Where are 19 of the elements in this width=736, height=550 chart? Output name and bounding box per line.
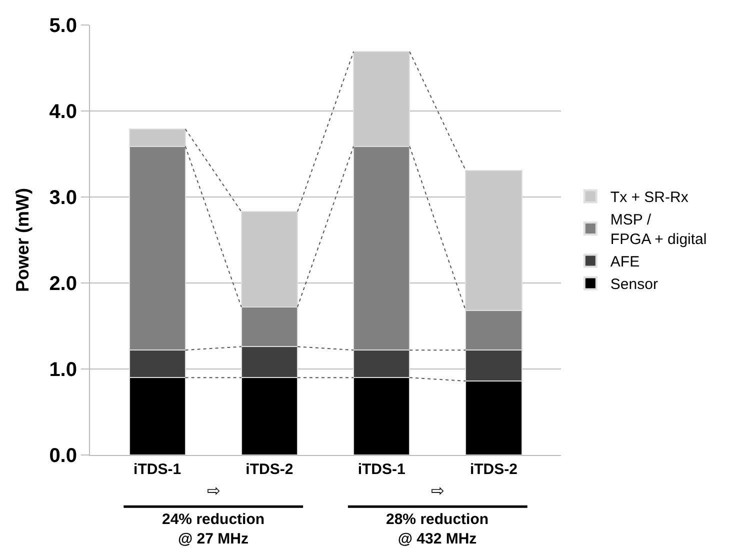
legend-label: MSP / FPGA + digital: [610, 212, 707, 248]
legend-label: AFE: [610, 254, 640, 271]
legend-label: Sensor: [610, 276, 658, 294]
y-tick-label: 3.0: [49, 187, 77, 209]
y-tick-label: 1.0: [49, 359, 77, 381]
x-tick-label: iTDS-1: [134, 461, 182, 478]
y-tick-label: 0.0: [49, 445, 77, 467]
text: 28% reduction @ 432 MHz: [386, 511, 489, 548]
y-tick-label: 5.0: [49, 15, 77, 37]
text: ⇨: [431, 481, 444, 500]
x-tick-label: iTDS-1: [358, 461, 406, 478]
y-tick-label: 4.0: [49, 101, 77, 123]
x-tick-label: iTDS-2: [246, 461, 294, 478]
legend-label: Tx + SR-Rx: [610, 189, 689, 206]
text: ⇨: [207, 481, 220, 500]
y-tick-label: 2.0: [49, 273, 77, 295]
text: 24% reduction @ 27 MHz: [162, 511, 265, 548]
x-tick-label: iTDS-2: [470, 461, 518, 478]
y-axis-title: Power (mW): [12, 188, 32, 292]
